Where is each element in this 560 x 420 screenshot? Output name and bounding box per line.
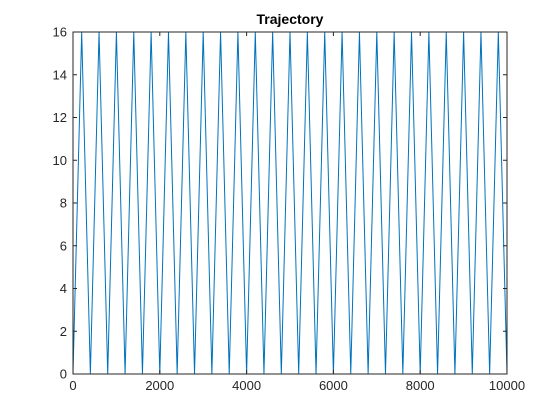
x-tick-label: 2000 <box>145 378 174 393</box>
series-line-0 <box>73 32 507 374</box>
y-tick-label: 14 <box>53 67 67 82</box>
y-tick-label: 16 <box>53 25 67 40</box>
y-tick-label: 4 <box>60 281 67 296</box>
plot-area <box>73 32 507 374</box>
y-tick-label: 10 <box>53 153 67 168</box>
x-tick-label: 8000 <box>406 378 435 393</box>
ticks: 0 2000 4000 6000 8000 10000 0 2 4 6 8 10 12 14 16 <box>53 25 526 394</box>
y-tick-label: 0 <box>60 367 67 382</box>
y-tick-label: 12 <box>53 110 67 125</box>
y-tick-label: 6 <box>60 238 67 253</box>
x-tick-label: 10000 <box>489 378 525 393</box>
series-layer <box>73 32 507 374</box>
x-tick-label: 4000 <box>232 378 261 393</box>
y-tick-label: 8 <box>60 196 67 211</box>
y-tick-label: 2 <box>60 324 67 339</box>
x-tick-label: 6000 <box>319 378 348 393</box>
chart-title: Trajectory <box>257 11 324 27</box>
x-tick-label: 0 <box>69 378 76 393</box>
